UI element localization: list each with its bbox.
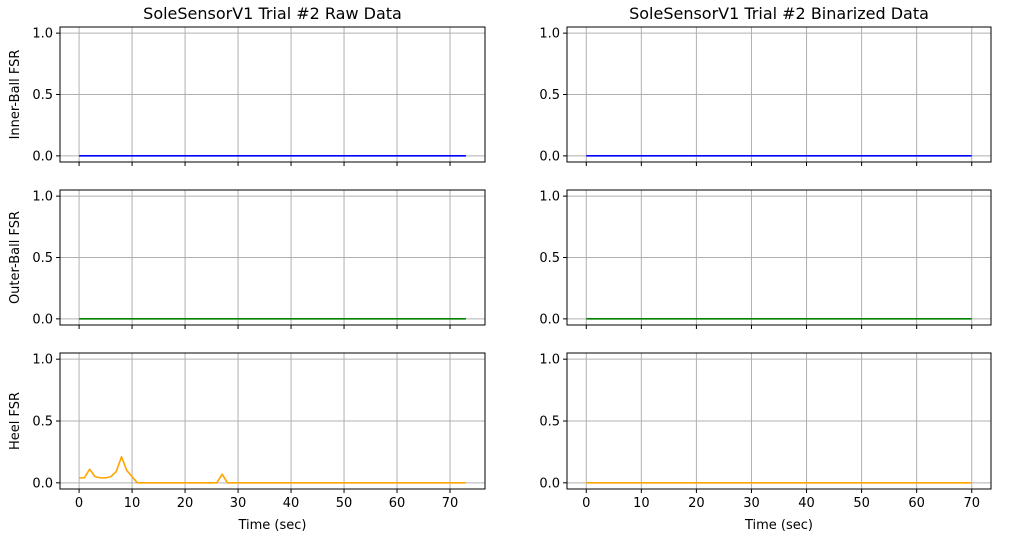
subplot-1: 0.0 0.5 1.0 SoleSensorV1 Trial #2 Raw Data I… [8, 4, 486, 166]
y-tick-label: 1.0 [32, 27, 53, 42]
x-tick-label: 30 [743, 496, 760, 511]
subplot-4: 0.0 0.5 1.0 [539, 189, 992, 329]
y-tick-label: 1.0 [539, 190, 560, 205]
x-tick-label: 10 [124, 496, 141, 511]
y-tick-label: 0.5 [539, 88, 560, 103]
y-tick-label: 0.5 [539, 415, 560, 430]
subplot-6: 0 10 20 30 40 50 60 70 0.0 0.5 1.0 Time (sec) [539, 352, 992, 533]
x-tick-label: 60 [389, 496, 406, 511]
subplot-3: 0.0 0.5 1.0 Outer-Ball FSR [8, 189, 486, 329]
y-axis-label: Inner-Ball FSR [8, 50, 23, 140]
y-tick-label: 1.0 [539, 27, 560, 42]
y-tick-label: 0.5 [32, 88, 53, 103]
x-axis-label: Time (sec) [237, 518, 306, 533]
x-tick-label: 20 [688, 496, 705, 511]
y-axis-label: Heel FSR [8, 392, 23, 450]
y-tick-label: 0.0 [32, 149, 53, 164]
y-tick-label: 1.0 [539, 353, 560, 368]
x-tick-label: 40 [798, 496, 815, 511]
x-axis-label: Time (sec) [744, 518, 813, 533]
y-tick-label: 1.0 [32, 353, 53, 368]
x-tick-label: 50 [853, 496, 870, 511]
y-tick-label: 0.5 [539, 251, 560, 266]
x-tick-label: 40 [283, 496, 300, 511]
y-tick-label: 0.5 [32, 415, 53, 430]
subplot-title: SoleSensorV1 Trial #2 Raw Data [143, 4, 402, 23]
y-tick-label: 0.0 [32, 312, 53, 327]
x-tick-label: 70 [442, 496, 459, 511]
x-tick-label: 50 [336, 496, 353, 511]
y-tick-label: 0.0 [539, 312, 560, 327]
x-tick-label: 60 [908, 496, 925, 511]
x-tick-label: 30 [230, 496, 247, 511]
subplot-title: SoleSensorV1 Trial #2 Binarized Data [629, 4, 929, 23]
subplot-2: 0.0 0.5 1.0 SoleSensorV1 Trial #2 Binarized… [539, 4, 992, 166]
x-tick-label: 20 [177, 496, 194, 511]
y-tick-label: 1.0 [32, 190, 53, 205]
series-line [79, 456, 466, 484]
y-axis-label: Outer-Ball FSR [8, 211, 23, 304]
x-tick-label: 10 [633, 496, 650, 511]
x-tick-label: 0 [582, 496, 590, 511]
y-tick-label: 0.0 [539, 149, 560, 164]
y-tick-label: 0.0 [32, 476, 53, 491]
y-tick-label: 0.0 [539, 476, 560, 491]
subplot-5: 0 10 20 30 40 50 60 70 0.0 0.5 1.0 Heel FSR Time (se… [8, 352, 486, 533]
x-tick-label: 0 [75, 496, 83, 511]
y-tick-label: 0.5 [32, 251, 53, 266]
x-tick-label: 70 [963, 496, 980, 511]
